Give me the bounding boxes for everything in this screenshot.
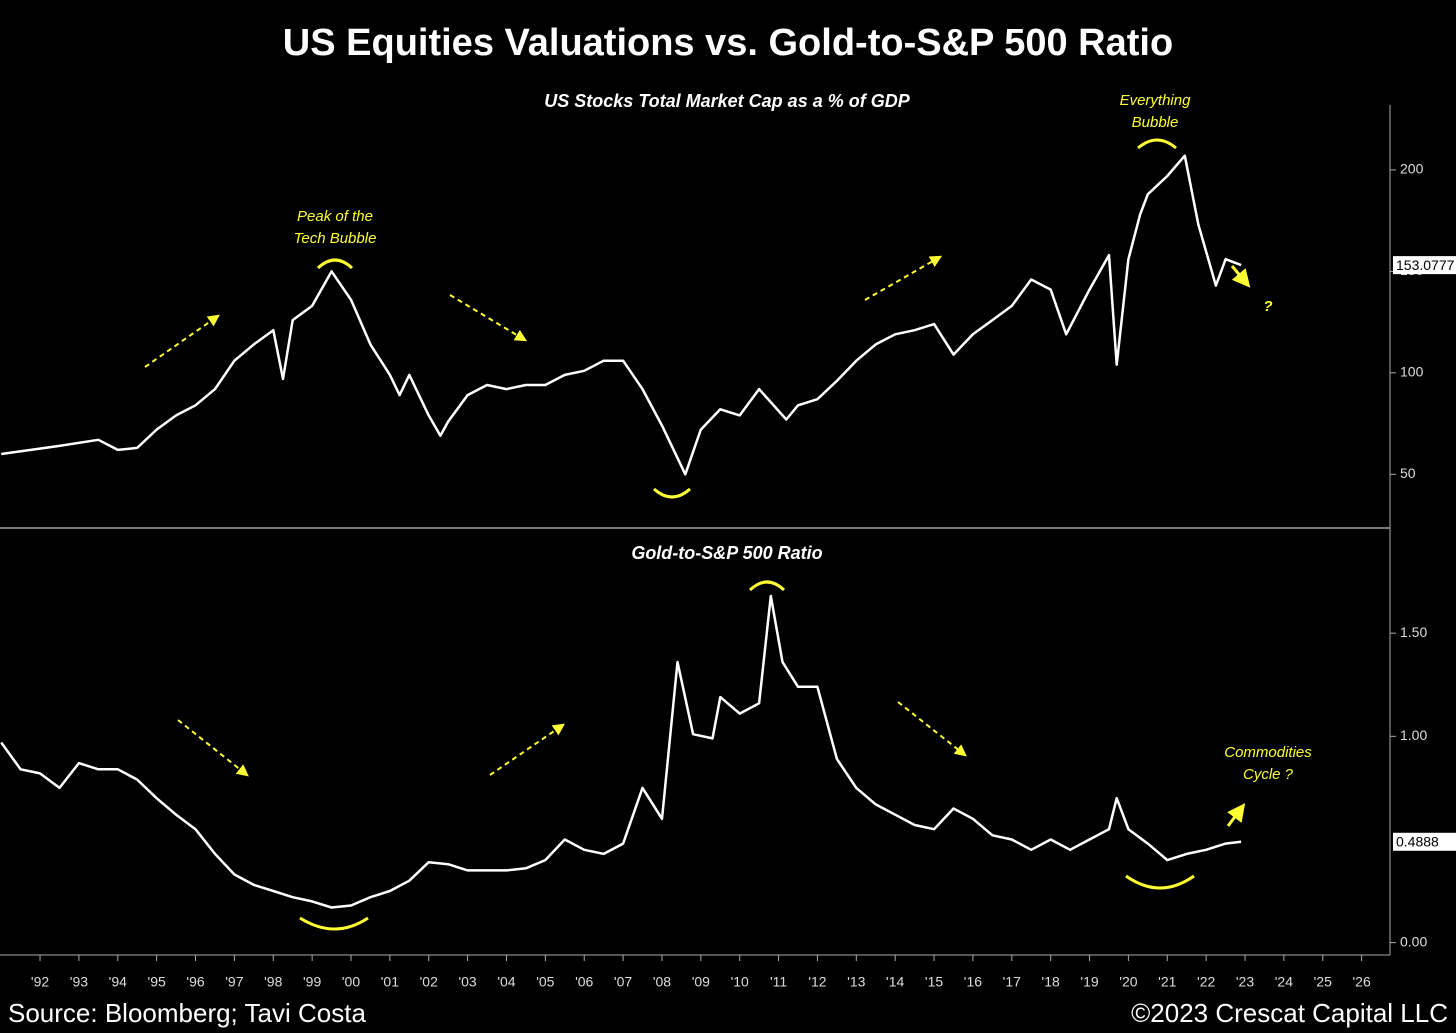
x-tick-label: '92 <box>31 974 49 990</box>
annotation: Everything <box>1120 92 1192 109</box>
x-tick-label: '12 <box>808 974 826 990</box>
x-tick-label: '97 <box>225 974 243 990</box>
last-value-label: 0.4888 <box>1396 833 1439 849</box>
x-tick-label: '13 <box>847 974 865 990</box>
data-line <box>1 154 1242 476</box>
x-tick-label: '23 <box>1236 974 1254 990</box>
x-tick-label: '11 <box>770 974 787 990</box>
x-tick-label: '25 <box>1314 974 1332 990</box>
x-tick-label: '04 <box>497 974 515 990</box>
last-value-label: 153.0777 <box>1396 257 1455 273</box>
copyright: ©2023 Crescat Capital LLC <box>1131 998 1448 1028</box>
trend-arrows <box>144 255 967 777</box>
x-tick-label: '95 <box>148 974 166 990</box>
x-tick-label: '96 <box>186 974 204 990</box>
x-tick-label: '10 <box>731 974 749 990</box>
x-tick-label: '16 <box>964 974 982 990</box>
y-tick-label: 200 <box>1400 161 1424 177</box>
x-tick-label: '17 <box>1003 974 1021 990</box>
annotation: Peak of the <box>297 208 373 225</box>
x-tick-label: '18 <box>1042 974 1060 990</box>
x-tick-label: '19 <box>1080 974 1098 990</box>
panel-title: Gold-to-S&P 500 Ratio <box>631 543 822 563</box>
x-tick-label: '02 <box>420 974 438 990</box>
y-tick-label: 1.50 <box>1400 624 1427 640</box>
x-tick-label: '93 <box>70 974 88 990</box>
x-tick-label: '03 <box>458 974 476 990</box>
x-tick-label: '05 <box>536 974 554 990</box>
main-title: US Equities Valuations vs. Gold-to-S&P 5… <box>283 22 1173 64</box>
x-tick-label: '07 <box>614 974 632 990</box>
x-tick-label: '06 <box>575 974 593 990</box>
source: Source: Bloomberg; Tavi Costa <box>8 998 366 1028</box>
y-tick-label: 100 <box>1400 364 1424 380</box>
y-tick-label: 0.00 <box>1400 933 1427 949</box>
direction-arrows <box>1226 265 1251 827</box>
last-value-box <box>1393 256 1456 275</box>
x-tick-label: '00 <box>342 974 360 990</box>
x-tick-label: '21 <box>1158 974 1176 990</box>
highlight-arcs <box>299 138 1195 931</box>
x-tick-label: '99 <box>303 974 321 990</box>
x-tick-label: '94 <box>109 974 127 990</box>
x-tick-label: '14 <box>886 974 904 990</box>
annotation: Commodities <box>1224 744 1312 761</box>
x-tick-label: '26 <box>1352 974 1370 990</box>
x-tick-label: '20 <box>1119 974 1137 990</box>
annotation: Cycle ? <box>1243 766 1294 783</box>
x-tick-label: '24 <box>1275 974 1293 990</box>
annotation: Bubble <box>1132 114 1179 131</box>
y-tick-label: 50 <box>1400 465 1416 481</box>
annotation: ? <box>1263 298 1272 315</box>
annotation: Tech Bubble <box>294 230 377 247</box>
y-tick-label: 1.00 <box>1400 727 1427 743</box>
panel-title: US Stocks Total Market Cap as a % of GDP <box>544 91 910 111</box>
x-tick-label: '08 <box>653 974 671 990</box>
x-tick-label: '09 <box>692 974 710 990</box>
last-value-box <box>1393 832 1456 851</box>
x-tick-label: '15 <box>925 974 943 990</box>
x-tick-label: '22 <box>1197 974 1215 990</box>
x-tick-label: '01 <box>381 974 399 990</box>
x-tick-label: '98 <box>264 974 282 990</box>
data-line <box>0 594 1242 909</box>
